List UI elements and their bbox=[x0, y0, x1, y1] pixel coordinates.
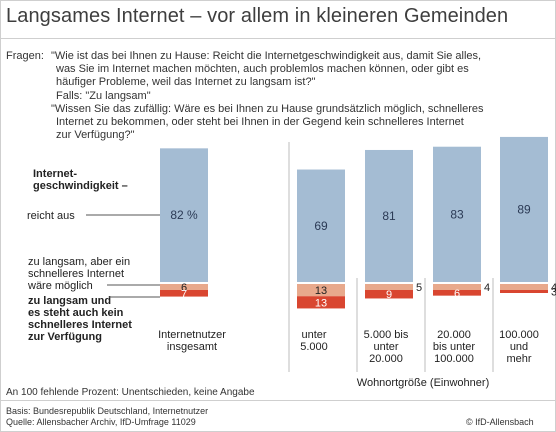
label-nicht-verfuegbar-1: 13 bbox=[315, 297, 327, 309]
label-nicht-verfuegbar-4: 3 bbox=[551, 287, 556, 299]
label-nicht-verfuegbar-0: 7 bbox=[181, 288, 187, 300]
label-moeglich-0: 6 bbox=[181, 282, 187, 294]
quelle: Quelle: Allensbacher Archiv, IfD-Umfrage… bbox=[6, 417, 196, 427]
bar-moeglich-0 bbox=[160, 284, 208, 290]
legend-reicht-aus: reicht aus bbox=[27, 210, 75, 222]
question-falls: Falls: "Zu langsam" bbox=[56, 90, 151, 102]
followup-line-3: zur Verfügung?" bbox=[56, 129, 135, 141]
category-label-2-2: 20.000 bbox=[369, 353, 403, 365]
bar-nicht-verfuegbar-0 bbox=[160, 290, 208, 297]
bar-reicht-aus-1 bbox=[297, 169, 345, 282]
label-moeglich-2: 5 bbox=[416, 282, 422, 294]
label-reicht-aus-2: 81 bbox=[382, 209, 396, 223]
question-line-3: häufiger Probleme, weil das Internet zu … bbox=[56, 76, 316, 88]
bar-nicht-verfuegbar-3 bbox=[433, 290, 481, 296]
followup-line-2: Internet zu bekommen, oder steht bei Ihn… bbox=[56, 116, 464, 128]
bar-reicht-aus-4 bbox=[500, 136, 548, 282]
bar-moeglich-3 bbox=[433, 284, 481, 290]
chart-title: Langsames Internet – vor allem in kleine… bbox=[6, 5, 509, 27]
title-divider bbox=[0, 38, 556, 39]
question-line-2: was Sie im Internet machen möchten, auch… bbox=[56, 63, 469, 75]
bar-nicht-verfuegbar-2 bbox=[365, 290, 413, 299]
label-moeglich-4: 4 bbox=[551, 282, 556, 294]
label-moeglich-1: 13 bbox=[315, 285, 327, 297]
category-label-1-1: 5.000 bbox=[300, 341, 328, 353]
label-moeglich-3: 4 bbox=[484, 282, 490, 294]
legend-nicht-verfuegbar: zu langsam und es steht auch kein schnel… bbox=[28, 295, 132, 343]
category-label-4-0: 100.000 bbox=[499, 329, 539, 341]
category-label-4-1: und bbox=[510, 341, 528, 353]
category-label-4-2: mehr bbox=[506, 353, 531, 365]
label-nicht-verfuegbar-2: 9 bbox=[386, 289, 392, 301]
label-nicht-verfuegbar-3: 6 bbox=[454, 288, 460, 300]
label-reicht-aus-1: 69 bbox=[314, 219, 328, 233]
category-label-2-0: 5.000 bis bbox=[364, 329, 409, 341]
question-line-1: "Wie ist das bei Ihnen zu Hause: Reicht … bbox=[51, 50, 482, 62]
category-label-3-2: 100.000 bbox=[434, 353, 474, 365]
category-label-0-1: insgesamt bbox=[167, 341, 217, 353]
bar-moeglich-1 bbox=[297, 284, 345, 297]
bar-reicht-aus-3 bbox=[433, 146, 481, 282]
basis: Basis: Bundesrepublik Deutschland, Inter… bbox=[6, 406, 209, 416]
legend-moeglich: zu langsam, aber ein schnelleres Interne… bbox=[28, 256, 131, 292]
group-label-wohnortgroesse: Wohnortgröße (Einwohner) bbox=[357, 377, 489, 389]
note: An 100 fehlende Prozent: Unentschieden, … bbox=[6, 387, 255, 398]
bar-nicht-verfuegbar-4 bbox=[500, 290, 548, 293]
bar-moeglich-2 bbox=[365, 284, 413, 290]
category-label-0-0: Internetnutzer bbox=[158, 329, 226, 341]
category-label-2-1: unter bbox=[373, 341, 398, 353]
footer-divider bbox=[0, 400, 556, 401]
question-prefix: Fragen: bbox=[6, 50, 44, 62]
category-label-3-1: bis unter bbox=[433, 341, 476, 353]
bar-nicht-verfuegbar-1 bbox=[297, 296, 345, 309]
bar-reicht-aus-2 bbox=[365, 149, 413, 282]
bar-reicht-aus-0 bbox=[160, 148, 208, 282]
followup-line-1: "Wissen Sie das zufällig: Wäre es bei Ih… bbox=[51, 103, 484, 115]
label-reicht-aus-4: 89 bbox=[517, 202, 531, 216]
copyright: © IfD-Allensbach bbox=[466, 417, 534, 427]
label-reicht-aus-3: 83 bbox=[450, 207, 464, 221]
label-reicht-aus-0: 82 % bbox=[170, 208, 198, 222]
category-label-1-0: unter bbox=[301, 329, 326, 341]
category-label-3-0: 20.000 bbox=[437, 329, 471, 341]
legend-heading: Internet- geschwindigkeit – bbox=[33, 168, 128, 192]
bar-moeglich-4 bbox=[500, 284, 548, 290]
